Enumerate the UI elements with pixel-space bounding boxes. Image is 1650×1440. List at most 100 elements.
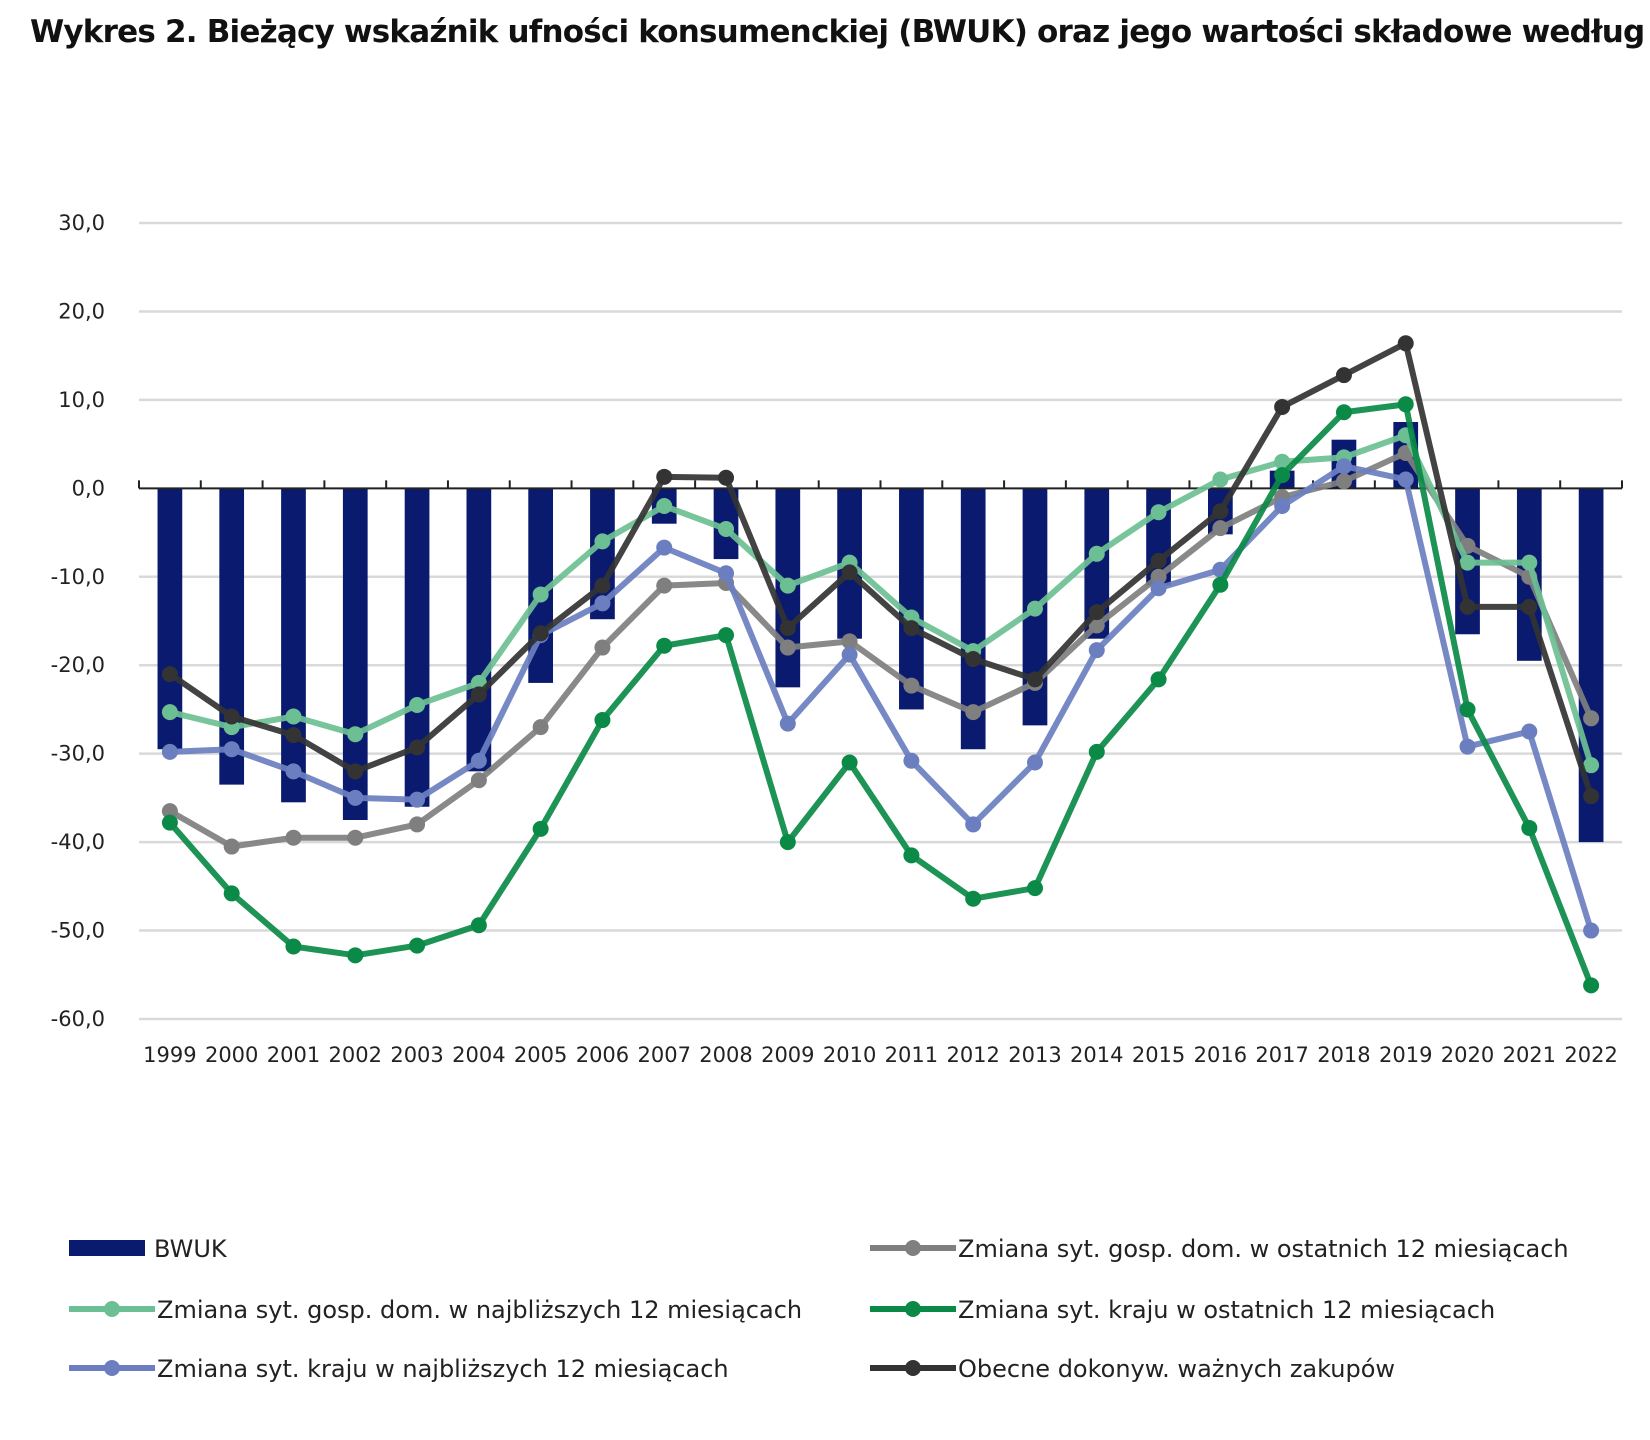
data-point (1459, 738, 1476, 755)
legend-label: Zmiana syt. kraju w ostatnich 12 miesiąc… (958, 1296, 1495, 1324)
chart-title: Wykres 2. Bieżący wskaźnik ufności konsu… (30, 14, 1650, 50)
data-point (1088, 617, 1105, 634)
data-point (161, 814, 178, 831)
x-tick-label: 2002 (329, 1043, 382, 1067)
data-point (1335, 367, 1352, 384)
data-point (532, 625, 549, 642)
data-point (1335, 458, 1352, 475)
data-point (409, 791, 426, 808)
data-point (161, 743, 178, 760)
x-tick-label: 2000 (205, 1043, 258, 1067)
data-point (1397, 335, 1414, 352)
x-tick-label: 2021 (1503, 1043, 1556, 1067)
data-point (470, 772, 487, 789)
data-point (285, 708, 302, 725)
data-point (1459, 598, 1476, 615)
data-point (903, 847, 920, 864)
legend-swatch-bar (69, 1240, 145, 1256)
data-point (594, 577, 611, 594)
data-point (1026, 754, 1043, 771)
data-point (779, 577, 796, 594)
data-point (656, 577, 673, 594)
data-point (1026, 671, 1043, 688)
y-tick-label: -50,0 (51, 919, 105, 943)
data-point (1212, 520, 1229, 537)
legend-item: Zmiana syt. kraju w najbliższych 12 mies… (69, 1355, 729, 1383)
data-point (965, 704, 982, 721)
data-point (1459, 701, 1476, 718)
x-tick-label: 2005 (514, 1043, 567, 1067)
data-point (718, 469, 735, 486)
legend-item: Obecne dokonyw. ważnych zakupów (870, 1355, 1395, 1383)
data-point (965, 890, 982, 907)
data-point (1274, 398, 1291, 415)
data-point (594, 639, 611, 656)
x-tick-label: 2020 (1441, 1043, 1494, 1067)
data-point (779, 639, 796, 656)
x-tick-label: 2008 (699, 1043, 752, 1067)
data-point (470, 686, 487, 703)
data-point (1274, 467, 1291, 484)
y-tick-label: 20,0 (58, 299, 105, 323)
series-line (169, 463, 1594, 932)
data-point (409, 816, 426, 833)
x-tick-label: 2006 (576, 1043, 629, 1067)
x-tick-label: 2013 (1008, 1043, 1061, 1067)
data-point (1583, 977, 1600, 994)
y-tick-label: 10,0 (58, 388, 105, 412)
data-point (965, 651, 982, 668)
data-point (718, 565, 735, 582)
data-point (161, 704, 178, 721)
data-point (347, 726, 364, 743)
x-tick-label: 2016 (1194, 1043, 1247, 1067)
data-point (779, 715, 796, 732)
data-point (285, 829, 302, 846)
y-tick-label: 0,0 (72, 476, 105, 500)
bar-bwuk (466, 488, 492, 772)
data-point (1335, 404, 1352, 421)
data-point (1212, 503, 1229, 520)
data-point (409, 937, 426, 954)
data-point (470, 752, 487, 769)
legend-swatch-marker (905, 1301, 921, 1317)
data-point (223, 838, 240, 855)
legend-item: Zmiana syt. gosp. dom. w najbliższych 12… (69, 1296, 802, 1324)
data-point (532, 820, 549, 837)
x-tick-label: 2009 (761, 1043, 814, 1067)
data-point (1459, 554, 1476, 571)
data-point (1583, 922, 1600, 939)
data-point (161, 803, 178, 820)
data-point (347, 947, 364, 964)
data-point (409, 739, 426, 756)
data-point (161, 666, 178, 683)
y-tick-label: -60,0 (51, 1007, 105, 1031)
data-point (1521, 598, 1538, 615)
data-point (903, 677, 920, 694)
data-point (1150, 568, 1167, 585)
series-line (168, 340, 1594, 798)
x-tick-label: 2004 (452, 1043, 505, 1067)
data-point (1521, 554, 1538, 571)
x-tick-label: 2003 (390, 1043, 443, 1067)
y-tick-label: -20,0 (51, 653, 105, 677)
data-point (1088, 545, 1105, 562)
legend-swatch-marker (104, 1360, 120, 1376)
x-tick-label: 2011 (885, 1043, 938, 1067)
series-line (168, 449, 1594, 850)
series-5 (161, 335, 1600, 805)
x-tick-label: 2014 (1070, 1043, 1123, 1067)
data-point (409, 697, 426, 714)
bar-bwuk (899, 488, 924, 710)
data-point (285, 763, 302, 780)
x-tick-label: 2019 (1379, 1043, 1432, 1067)
data-point (841, 754, 858, 771)
legend-item: Zmiana syt. gosp. dom. w ostatnich 12 mi… (870, 1235, 1569, 1263)
data-point (965, 816, 982, 833)
data-point (656, 468, 673, 485)
series-4 (161, 458, 1600, 939)
data-point (1274, 498, 1291, 515)
legend-label: Zmiana syt. gosp. dom. w najbliższych 12… (157, 1296, 802, 1324)
data-point (903, 752, 920, 769)
legend-item: BWUK (69, 1235, 228, 1263)
y-tick-label: -40,0 (51, 830, 105, 854)
